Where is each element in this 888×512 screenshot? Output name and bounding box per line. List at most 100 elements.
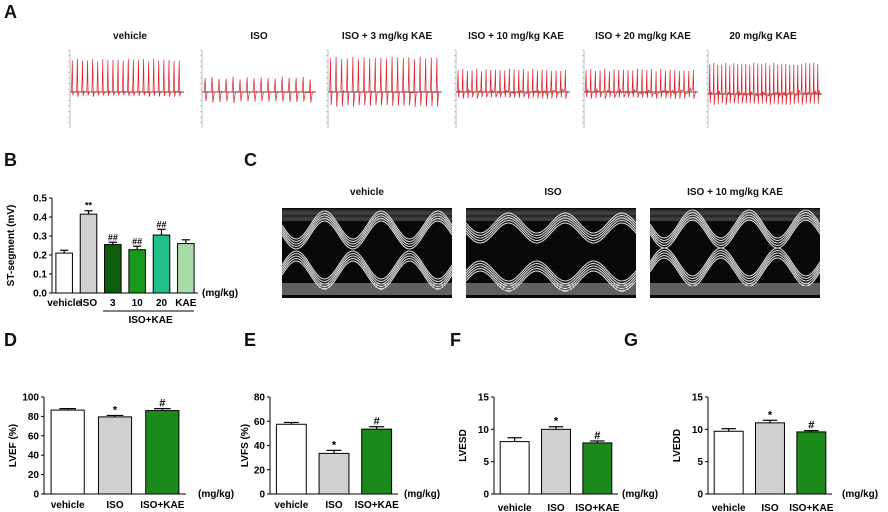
echo-wall: [650, 254, 820, 285]
y-tick-label: 0: [697, 490, 703, 501]
significance-mark: #: [159, 398, 165, 410]
y-tick-label: 0.4: [33, 213, 47, 224]
ecg-trace-kae-20: [706, 49, 822, 128]
ecg-waveform: [70, 58, 183, 97]
significance-mark: **: [85, 201, 93, 211]
bar-vehicle: [50, 409, 85, 495]
echo-title-vehicle: vehicle: [350, 187, 384, 198]
echo-wall: [466, 212, 636, 234]
x-unit-label: (mg/kg): [622, 489, 658, 500]
x-tick-label: 10: [132, 298, 144, 309]
echo-wall: [650, 214, 820, 244]
x-tick-label: vehicle: [51, 500, 85, 511]
x-unit-label: (mg/kg): [404, 489, 440, 500]
significance-mark: #: [594, 430, 600, 442]
x-tick-label: vehicle: [498, 503, 532, 512]
x-tick-label: 20: [156, 298, 168, 309]
y-tick-label: 80: [254, 393, 266, 404]
bar-ISO: [318, 452, 350, 495]
echo-wall: [650, 257, 820, 287]
x-tick-label: ISO: [106, 500, 123, 511]
x-tick-label: ISO+KAE: [140, 500, 185, 511]
bar-ISO: [97, 416, 133, 495]
echo-wall: [466, 219, 636, 242]
significance-mark: ##: [156, 219, 166, 229]
x-tick-label: vehicle: [47, 298, 81, 309]
bar-ISO: [79, 213, 98, 294]
ecg-title-iso-20: ISO + 20 mg/kg KAE: [595, 31, 691, 42]
echo-wall: [282, 260, 452, 290]
x-tick-label: ISO: [325, 500, 342, 511]
echo-title-iso: ISO: [544, 187, 562, 198]
echo-wall: [650, 209, 820, 239]
echo-wall: [282, 220, 452, 250]
echo-wall: [466, 222, 636, 244]
y-tick-label: 40: [254, 441, 266, 452]
significance-mark: ##: [132, 236, 142, 246]
x-tick-label: ISO+KAE: [355, 500, 400, 511]
echo-wall: [650, 247, 820, 277]
chart-lvesd: 0 5 10 15 LVESD vehicle * ISO # ISO+KAE(mg/kg): [458, 393, 658, 512]
group-label: ISO+KAE: [128, 315, 173, 326]
x-unit-label: (mg/kg): [202, 288, 238, 299]
ecg-waveform: [456, 68, 569, 99]
y-tick-label: 100: [22, 393, 39, 404]
echo-wall: [650, 216, 820, 247]
chart-lvedd: 0 5 10 15 LVEDD vehicle * ISO # ISO+KAE (mg/kg): [672, 393, 878, 512]
panel-label-e: E: [244, 330, 257, 350]
echo-wall: [282, 210, 452, 240]
y-axis-label: LVEDD: [672, 429, 683, 462]
bar-KAE: [177, 243, 195, 294]
ecg-title-kae-20: 20 mg/kg KAE: [729, 31, 797, 42]
y-tick-label: 0.3: [33, 232, 47, 243]
significance-mark: *: [332, 439, 337, 451]
significance-mark: #: [374, 416, 380, 428]
ecg-waveform: [328, 56, 441, 107]
echo-wall: [650, 249, 820, 280]
significance-mark: #: [808, 420, 814, 432]
y-tick-label: 15: [478, 393, 490, 404]
bar-vehicle: [275, 423, 307, 495]
y-axis-label: LVFS (%): [240, 424, 251, 467]
chart-lvef: 0 20 40 60 80 100 LVEF (%) vehicle * ISO # ISO+KAE (…: [8, 393, 234, 512]
ecg-trace-iso-3: [326, 49, 442, 128]
y-tick-label: 20: [28, 470, 40, 481]
echo-wall: [466, 267, 636, 290]
echo-wall: [650, 211, 820, 242]
panel-label-d: D: [4, 330, 17, 350]
echo-wall: [282, 212, 452, 243]
panel-label-g: G: [624, 330, 639, 350]
echo-image-iso: [466, 208, 636, 298]
x-tick-label: ISO+KAE: [575, 503, 620, 512]
echo-background: [282, 208, 452, 298]
panel-label-f: F: [450, 330, 461, 350]
echo-wall: [650, 219, 820, 249]
ecg-waveform: [708, 62, 821, 105]
bar-3: [104, 244, 122, 294]
x-tick-label: ISO: [547, 503, 564, 512]
y-tick-label: 20: [254, 465, 266, 476]
ecg-title-vehicle: vehicle: [113, 31, 147, 42]
ecg-trace-iso-20: [582, 49, 698, 128]
ecg-trace-vehicle: [68, 49, 184, 128]
echo-wall: [466, 270, 636, 292]
bar-ISO+KAE: [796, 431, 827, 495]
bar-vehicle: [55, 252, 73, 294]
panel-label-b: B: [4, 150, 17, 170]
ecg-title-iso-3: ISO + 3 mg/kg KAE: [341, 31, 433, 42]
y-axis-label: LVESD: [458, 429, 469, 462]
ecg-trace-iso-10: [454, 49, 570, 128]
ecg-title-iso-10: ISO + 10 mg/kg KAE: [468, 31, 564, 42]
echo-wall: [282, 257, 452, 288]
significance-mark: *: [113, 404, 118, 416]
panel-label-a: A: [4, 2, 17, 22]
x-unit-label: (mg/kg): [198, 489, 234, 500]
bar-10: [128, 249, 146, 294]
panel-label-c: C: [244, 150, 257, 170]
bar-vehicle: [713, 430, 744, 495]
ecg-waveform: [202, 76, 315, 103]
y-tick-label: 60: [28, 431, 40, 442]
x-tick-label: vehicle: [274, 500, 308, 511]
y-tick-label: 0.5: [33, 194, 47, 205]
echo-wall: [650, 252, 820, 282]
